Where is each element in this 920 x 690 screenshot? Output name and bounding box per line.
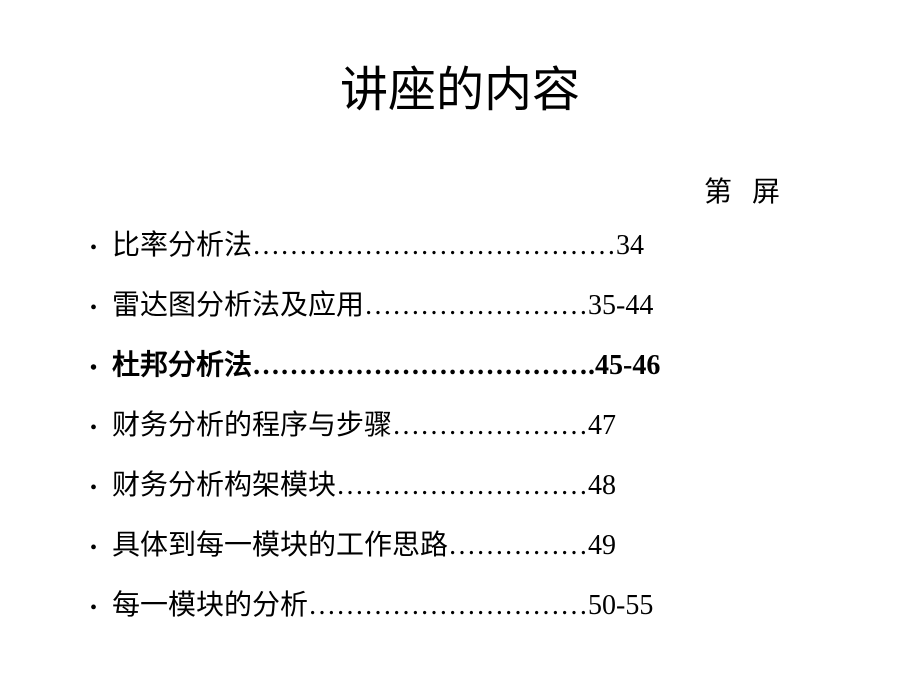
toc-item-label: 财务分析的程序与步骤 [112, 405, 392, 447]
toc-item-label: 杜邦分析法 [112, 345, 252, 387]
toc-dots: ………………………………. [252, 345, 595, 387]
toc-item-label: 雷达图分析法及应用 [112, 285, 364, 327]
toc-dots: ………………………………… [252, 225, 616, 267]
toc-item: • 财务分析构架模块 ……………………… 48 [90, 465, 860, 507]
toc-item-label: 财务分析构架模块 [112, 465, 336, 507]
toc-list: • 比率分析法 ………………………………… 34 • 雷达图分析法及应用 ………… [60, 225, 860, 627]
bullet-icon: • [90, 353, 97, 383]
toc-item: • 雷达图分析法及应用 …………………… 35-44 [90, 285, 860, 327]
toc-page-number: 45-46 [595, 345, 660, 387]
page-header-label: 第屏 [60, 170, 860, 210]
slide-title: 讲座的内容 [60, 50, 860, 120]
toc-page-number: 50-55 [588, 585, 653, 627]
toc-item: • 每一模块的分析 ………………………… 50-55 [90, 585, 860, 627]
toc-item: • 财务分析的程序与步骤 ………………… 47 [90, 405, 860, 447]
bullet-icon: • [90, 293, 97, 323]
bullet-icon: • [90, 593, 97, 623]
toc-dots: …………………… [364, 285, 588, 327]
toc-page-number: 48 [588, 465, 616, 507]
bullet-icon: • [90, 233, 97, 263]
toc-item: • 杜邦分析法 ………………………………. 45-46 [90, 345, 860, 387]
toc-dots: ………………………… [308, 585, 588, 627]
toc-dots: ………………… [392, 405, 588, 447]
toc-item-label: 比率分析法 [112, 225, 252, 267]
toc-dots: …………… [448, 525, 588, 567]
bullet-icon: • [90, 533, 97, 563]
toc-page-number: 34 [616, 225, 644, 267]
toc-page-number: 49 [588, 525, 616, 567]
toc-dots: ……………………… [336, 465, 588, 507]
toc-item-label: 具体到每一模块的工作思路 [112, 525, 448, 567]
toc-item-label: 每一模块的分析 [112, 585, 308, 627]
toc-item: • 比率分析法 ………………………………… 34 [90, 225, 860, 267]
bullet-icon: • [90, 413, 97, 443]
bullet-icon: • [90, 473, 97, 503]
toc-page-number: 47 [588, 405, 616, 447]
toc-page-number: 35-44 [588, 285, 653, 327]
toc-item: • 具体到每一模块的工作思路 …………… 49 [90, 525, 860, 567]
